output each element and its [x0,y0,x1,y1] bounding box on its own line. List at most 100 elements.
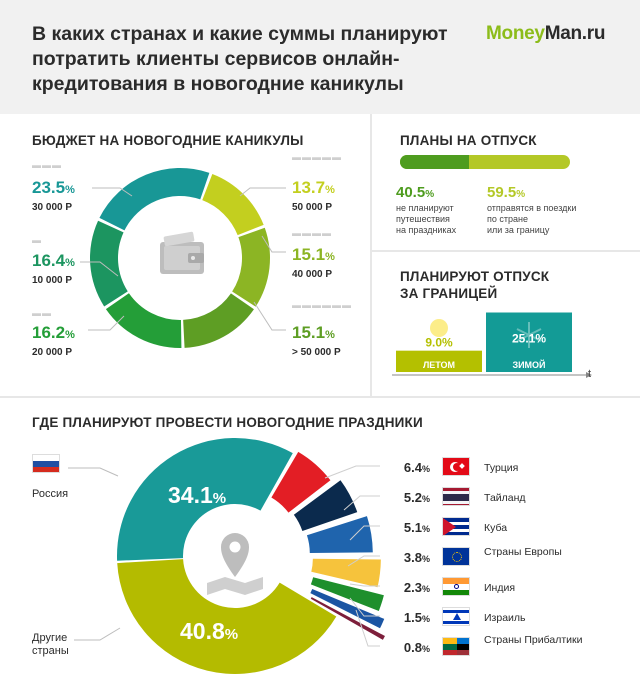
india-value: 2.3 [403,580,422,595]
coins-icon: ▬▬▬▬▬▬ [292,300,352,310]
pct-sign: % [224,626,239,643]
turkey-flag-icon [442,457,470,476]
thailand-label: Тайланд [484,492,526,504]
india-label: Индия [484,582,516,594]
divider-plans [372,250,640,252]
pct-sign: % [325,329,335,341]
budget-title: БЮДЖЕТ НА НОВОГОДНИЕ КАНИКУЛЫ [32,133,304,148]
pct-sign: % [421,554,430,564]
abroad-bar-value: 9.0% [425,336,453,350]
plans-yes-desc-line: или за границу [487,225,550,235]
india-pct: 2.3% [380,580,430,595]
plans-yes-value: 59.5 [487,184,517,201]
israel-label: Израиль [484,612,526,624]
plans-yes-desc-line: по стране [487,214,528,224]
page-title: В каких странах и какие суммы планируют … [32,23,448,95]
other-pct: 40.8% [180,618,238,645]
turkey-label: Турция [484,462,519,474]
russia-value: 34.1 [168,482,213,508]
logo-part-man: Man.ru [544,23,606,44]
baltics-value: 0.8 [403,640,422,655]
abroad-bar-1 [486,312,572,372]
plans-no-desc-line: путешествия [396,214,450,224]
destinations-donut-chart [117,438,385,674]
pct-sign: % [65,329,75,341]
wallet-icon [160,231,204,274]
europe-label: Страны Европы [484,546,562,558]
plans-yes-desc: отправятся в поездки по стране или за гр… [487,203,576,236]
abroad-axis-label: t [588,368,592,380]
russia-label: Россия [32,488,69,500]
budget-label-50000: 13.7% 50 000 Р [292,178,335,213]
budget-slice-2 [183,293,254,348]
plans-bar-fill [400,155,469,169]
plans-no-desc-line: на праздниках [396,225,457,235]
baltics-label: Страны Прибалтики [484,634,583,646]
pct-sign: % [325,251,335,263]
coins-icon: ▬▬▬▬ [292,228,332,238]
thailand-pct: 5.2% [380,490,430,505]
abroad-title: ПЛАНИРУЮТ ОТПУСК ЗА ГРАНИЦЕЙ [400,268,549,302]
budget-value: 15.1 [292,245,326,264]
pct-sign: % [421,584,430,594]
budget-amount: 30 000 Р [32,202,73,213]
budget-label-10000: 16.4% 10 000 Р [32,251,75,286]
budget-label-over-50000: 15.1% > 50 000 Р [292,323,341,358]
eu-flag-icon [442,547,470,566]
destinations-title: ГДЕ ПЛАНИРУЮТ ПРОВЕСТИ НОВОГОДНИЕ ПРАЗДН… [32,415,423,430]
pct-sign: % [421,464,430,474]
budget-slice-4 [90,220,128,307]
plans-title: ПЛАНЫ НА ОТПУСК [400,133,537,148]
map-pin-icon [207,533,263,595]
destination-slice-1 [271,451,331,513]
abroad-title-line: ПЛАНИРУЮТ ОТПУСК [400,269,550,284]
plans-no-desc: не планируют путешествия на праздниках [396,203,456,236]
pct-sign: % [421,614,430,624]
cuba-pct: 5.1% [380,520,430,535]
divider-vertical [370,114,372,397]
baltics-flags-icon [442,637,470,656]
other-label-line: страны [32,645,69,657]
baltics-pct: 0.8% [380,640,430,655]
destination-slice-3 [306,516,373,554]
india-flag-icon [442,577,470,596]
other-value: 40.8 [180,618,225,644]
budget-label-30000: 23.5% 30 000 Р [32,178,75,213]
abroad-bar-value: 25.1% [512,332,546,346]
thailand-flag-icon [442,487,470,506]
plans-no-pct: 40.5% [396,184,434,203]
destination-slice-8 [117,559,337,674]
pct-sign: % [212,490,227,507]
turkey-pct: 6.4% [380,460,430,475]
pct-sign: % [421,644,430,654]
israel-flag-icon [442,607,470,626]
budget-amount: 50 000 Р [292,202,333,213]
budget-amount: 20 000 Р [32,347,73,358]
abroad-title-line: ЗА ГРАНИЦЕЙ [400,286,498,301]
coins-icon: ▬ [32,235,42,245]
israel-value: 1.5 [403,610,422,625]
abroad-chart: ЛЕТОМ 9.0% ЗИМОЙ 25.1% [392,312,592,378]
header: В каких странах и какие суммы планируют … [0,0,640,114]
abroad-bar-0 [396,350,482,372]
logo-part-money: Money [486,23,545,44]
cuba-flag-icon [442,517,470,536]
budget-value: 16.4 [32,251,66,270]
plans-yes-pct: 59.5% [487,184,525,203]
pct-sign: % [516,189,526,200]
other-label-line: Другие [32,632,68,644]
europe-pct: 3.8% [380,550,430,565]
pct-sign: % [421,524,430,534]
logo: MoneyMan.ru [486,23,605,45]
budget-label-20000: 16.2% 20 000 Р [32,323,75,358]
russia-flag-icon [32,454,60,473]
coins-icon: ▬▬▬ [32,160,62,170]
europe-value: 3.8 [403,550,422,565]
destination-slice-2 [293,480,358,531]
plans-no-value: 40.5 [396,184,426,201]
budget-slice-3 [105,293,182,348]
coins-icon: ▬▬▬▬▬ [292,152,342,162]
budget-slice-0 [202,174,264,236]
budget-slice-1 [232,227,270,307]
snowflake-icon [516,322,542,348]
